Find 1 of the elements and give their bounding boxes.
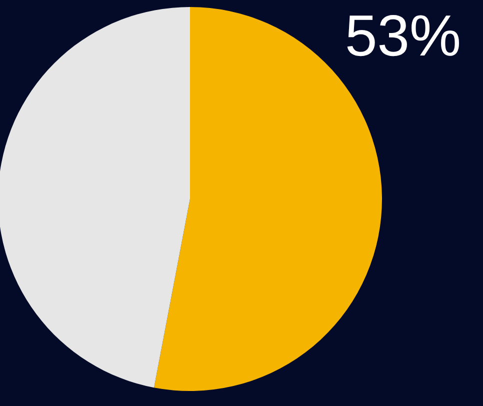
data-label: 53% (344, 4, 462, 68)
